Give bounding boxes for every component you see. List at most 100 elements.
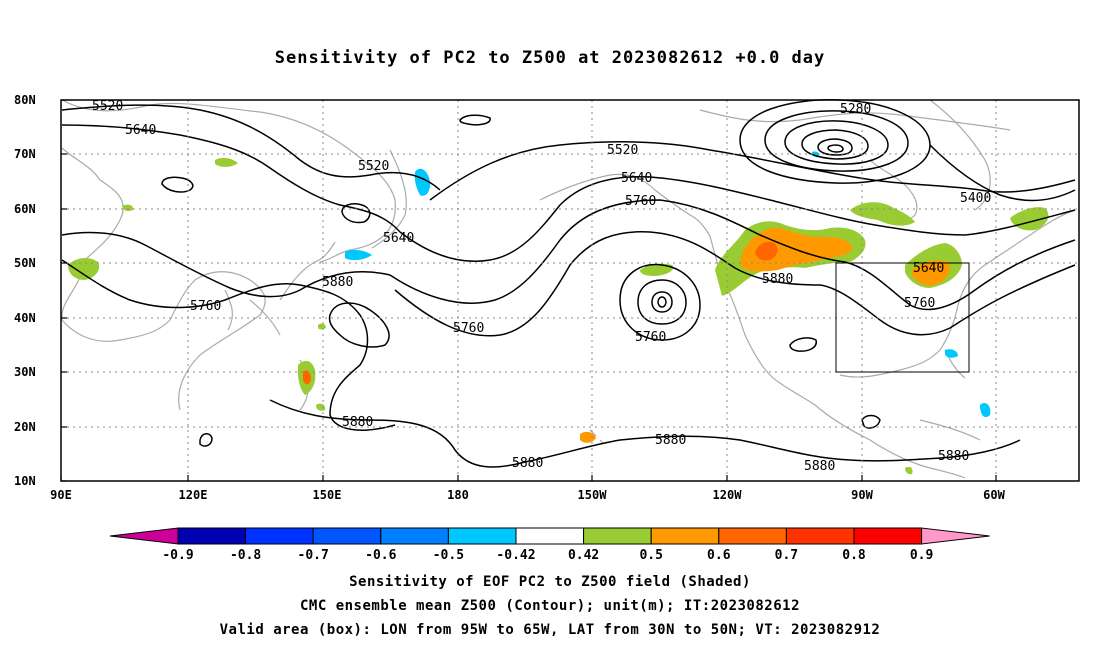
coast-alaska xyxy=(539,173,711,237)
contour-5880-west xyxy=(61,259,396,431)
colorbar-swatch xyxy=(853,527,923,545)
colorbar-tick-label: -0.42 xyxy=(496,548,535,563)
coast-asia-north xyxy=(61,99,396,263)
shade-region-misc-green4 xyxy=(122,204,134,211)
shade-region-hudson-green xyxy=(850,202,915,226)
tick-marks xyxy=(60,99,997,482)
contour-label: 5880 xyxy=(512,456,543,471)
longitude-labels: 90E 120E 150E 180 150W 120W 90W 60W xyxy=(50,488,1005,502)
contour-label: 5520 xyxy=(358,159,389,174)
contour-high-japan xyxy=(328,302,390,348)
colorbar-swatch xyxy=(785,527,855,545)
contour-5520-west xyxy=(61,104,441,191)
map-frame xyxy=(60,99,1080,482)
contour-label: 5640 xyxy=(913,261,944,276)
contour-low-arctic-2 xyxy=(764,110,909,172)
colorbar-tick-label: -0.9 xyxy=(162,548,193,563)
lat-label: 30N xyxy=(14,365,36,379)
contour-5520-main xyxy=(429,140,1076,201)
contour-label: 5880 xyxy=(655,433,686,448)
contour-low-arctic-4 xyxy=(801,129,869,160)
latitude-labels: 80N 70N 60N 50N 40N 30N 20N 10N xyxy=(14,93,36,488)
contour-label: 5760 xyxy=(625,194,656,209)
coast-greenland xyxy=(929,99,991,211)
contour-label: 5520 xyxy=(607,143,638,158)
colorbar-tick-label: 0.8 xyxy=(842,548,866,563)
contour-low-pacific-mid xyxy=(637,279,687,325)
contour-5760-main xyxy=(389,199,1076,311)
lon-label: 60W xyxy=(983,488,1005,502)
lat-label: 70N xyxy=(14,147,36,161)
colorbar-tick-label: -0.6 xyxy=(365,548,396,563)
shade-region-na-darkorange xyxy=(755,242,778,261)
colorbar-tick-label: 0.42 xyxy=(568,548,599,563)
contour-5640-main xyxy=(399,176,1076,262)
colorbar-swatch xyxy=(583,527,652,545)
coast-cuba xyxy=(919,419,981,441)
colorbar-swatch xyxy=(245,527,314,545)
colorbar-tick-label: 0.9 xyxy=(910,548,933,563)
contour-label: 5760 xyxy=(190,299,221,314)
colorbar-low-end xyxy=(109,527,179,545)
lon-label: 120W xyxy=(713,488,743,502)
shade-region-gl-orange xyxy=(912,260,951,286)
colorbar-tick-label: -0.7 xyxy=(298,548,329,563)
contour-label: 5400 xyxy=(960,191,991,206)
shade-region-atlantic-cyan xyxy=(980,403,991,418)
colorbar: -0.9 -0.8 -0.7 -0.6 -0.5 -0.42 0.42 0.5 0.6 0.7 0.… xyxy=(109,527,990,563)
colorbar-swatch xyxy=(177,527,247,545)
lon-label: 180 xyxy=(447,488,469,502)
coastlines xyxy=(61,99,1076,479)
lat-label: 20N xyxy=(14,420,36,434)
colorbar-swatch xyxy=(718,527,787,545)
colorbar-swatch xyxy=(515,527,585,545)
shade-region-misc-green5 xyxy=(905,466,913,475)
colorbar-tick-label: -0.8 xyxy=(230,548,261,563)
shade-region-pacific-green xyxy=(640,263,674,276)
lat-label: 80N xyxy=(14,93,36,107)
contour-label: 5880 xyxy=(342,415,373,430)
coast-north-america-east xyxy=(939,209,1076,351)
colorbar-swatch xyxy=(447,527,517,545)
contour-label: 5880 xyxy=(804,459,835,474)
lat-label: 60N xyxy=(14,202,36,216)
contour-low-pacific-core xyxy=(657,296,667,308)
coast-japan xyxy=(279,241,336,301)
lat-label: 50N xyxy=(14,256,36,270)
shade-region-misc-green3 xyxy=(316,403,326,411)
coast-asia-east xyxy=(61,147,266,411)
contour-small-2 xyxy=(341,203,371,224)
contour-label: 5880 xyxy=(762,272,793,287)
valid-area-box xyxy=(835,262,970,373)
coast-gulf xyxy=(839,349,941,378)
contour-low-arctic-3 xyxy=(784,120,889,165)
shade-region-hawaii-orange xyxy=(580,431,596,443)
contour-label: 5640 xyxy=(621,171,652,186)
shade-region-misc-green2 xyxy=(318,323,326,330)
colorbar-tick-label: -0.5 xyxy=(433,548,464,563)
coast-arctic-canada xyxy=(699,109,1011,131)
contour-label: 5760 xyxy=(635,330,666,345)
page-title: Sensitivity of PC2 to Z500 at 2023082612… xyxy=(274,48,826,68)
contour-labels: 5520 5640 5520 5640 5760 5880 5760 5880 … xyxy=(92,99,991,474)
contour-5400-east xyxy=(929,144,1076,202)
lon-label: 90E xyxy=(50,488,72,502)
shade-region-asia-green xyxy=(68,258,100,280)
lat-label: 10N xyxy=(14,474,36,488)
grid-lines xyxy=(61,100,1079,481)
lon-label: 150W xyxy=(578,488,608,502)
colorbar-tick-label: 0.6 xyxy=(707,548,731,563)
colorbar-high-end xyxy=(921,527,990,545)
shade-region-gulf-cyan xyxy=(945,349,958,358)
coast-korea xyxy=(224,289,234,331)
contour-5880-tropics xyxy=(269,399,1021,468)
colorbar-swatch xyxy=(650,527,720,545)
colorbar-swatch xyxy=(380,527,449,545)
contour-label: 5880 xyxy=(322,275,353,290)
coast-kamchatka xyxy=(371,149,407,249)
contour-small-4 xyxy=(789,337,817,352)
lon-label: 90W xyxy=(851,488,873,502)
contour-label: 5640 xyxy=(125,123,156,138)
colorbar-swatch xyxy=(312,527,382,545)
coast-central-america xyxy=(869,439,966,479)
